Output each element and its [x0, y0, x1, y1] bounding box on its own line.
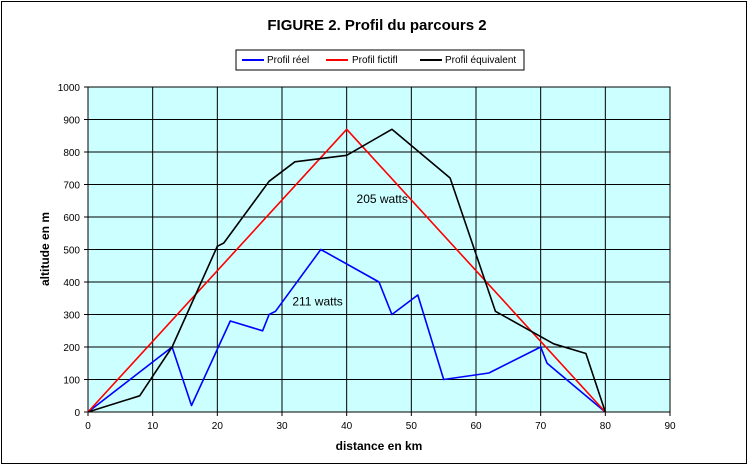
- y-tick-label: 200: [63, 343, 80, 354]
- annotation-label: 205 watts: [357, 192, 408, 206]
- x-tick-label: 70: [535, 421, 547, 432]
- y-tick-label: 300: [63, 311, 80, 322]
- x-tick-label: 80: [600, 421, 612, 432]
- x-tick-label: 40: [341, 421, 353, 432]
- x-tick-label: 60: [470, 421, 482, 432]
- series-line-profil-reel: [87, 248, 606, 413]
- legend-label-profil-equivalent: Profil équivalent: [445, 55, 516, 66]
- series-layer: [87, 128, 607, 413]
- legend: Profil réel Profil fictifl Profil équiva…: [235, 49, 525, 71]
- y-tick-label: 0: [74, 408, 80, 419]
- y-tick-label: 600: [63, 213, 80, 224]
- y-tick-label: 700: [63, 181, 80, 192]
- annotation-label: 211 watts: [292, 295, 342, 309]
- legend-label-profil-fictif: Profil fictifl: [352, 55, 398, 66]
- y-tick-label: 900: [63, 116, 80, 127]
- y-tick-label: 100: [63, 376, 80, 387]
- x-tick-labels: 0 10 20 30 40 50 60 70 80 90: [85, 421, 676, 432]
- x-axis-title: distance en km: [336, 439, 423, 453]
- legend-label-profil-reel: Profil réel: [267, 55, 309, 66]
- y-axis-title: altitude en m: [38, 212, 52, 286]
- series-line-profil-fictif: [87, 128, 606, 413]
- x-tick-label: 20: [212, 421, 224, 432]
- x-tick-label: 10: [147, 421, 159, 432]
- x-tick-label: 30: [276, 421, 288, 432]
- y-tick-label: 500: [63, 246, 80, 257]
- x-tick-label: 0: [85, 421, 91, 432]
- y-tick-label: 800: [63, 148, 80, 159]
- y-tick-label: 400: [63, 278, 80, 289]
- chart-title: FIGURE 2. Profil du parcours 2: [267, 17, 486, 34]
- y-tick-label: 1000: [58, 83, 81, 94]
- series-line-profil-equivalent: [87, 128, 607, 413]
- annotations: 205 watts 211 watts: [292, 192, 408, 308]
- x-tick-label: 50: [406, 421, 418, 432]
- x-tick-label: 90: [664, 421, 676, 432]
- y-tick-labels: 0 100 200 300 400 500 600 700 800 900 1000: [58, 83, 81, 419]
